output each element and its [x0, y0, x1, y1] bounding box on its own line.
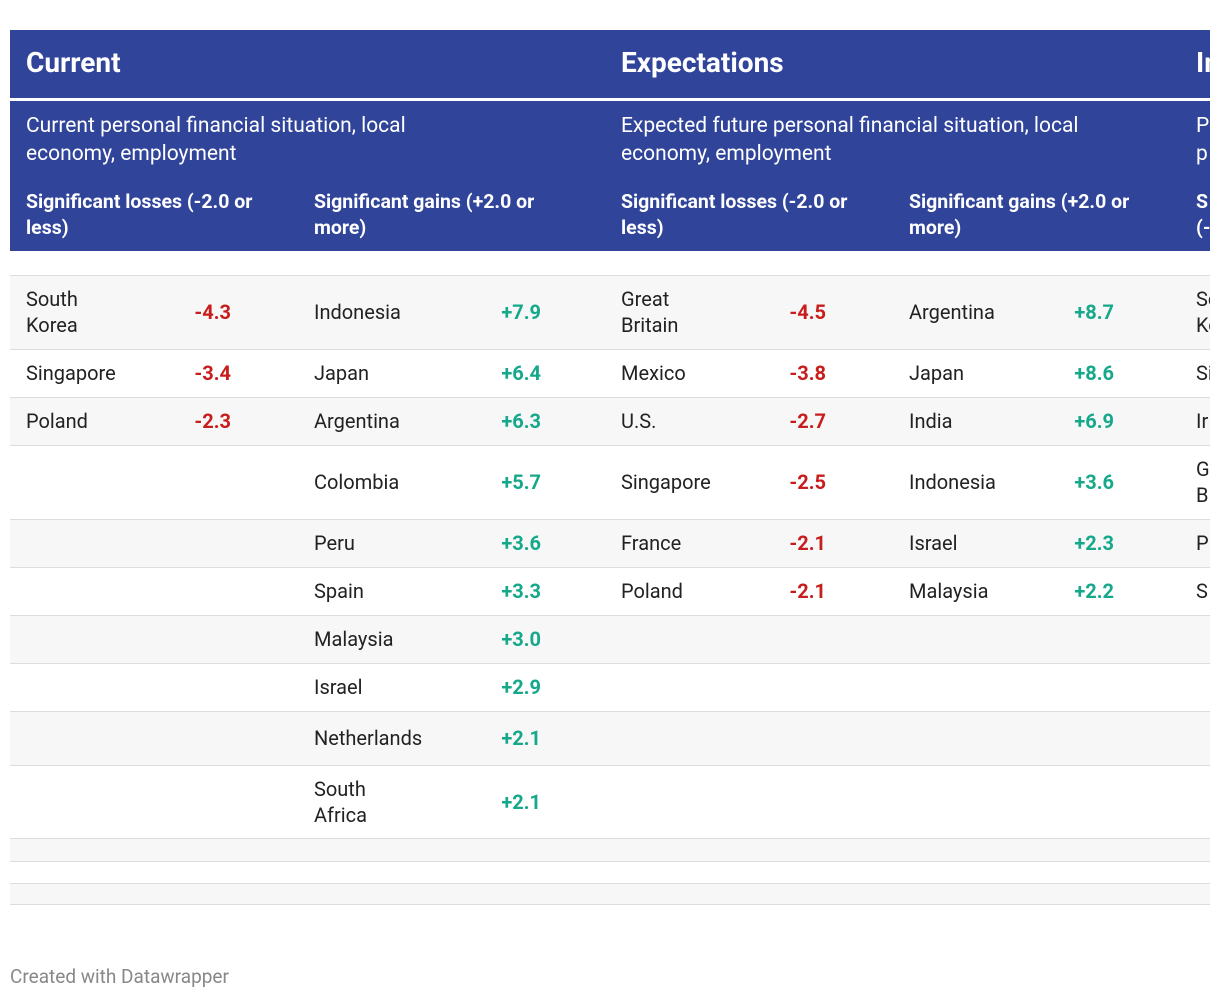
- country: Si: [1196, 361, 1210, 385]
- country: Israel: [909, 531, 958, 555]
- group-title: In: [1196, 46, 1210, 79]
- country: Poland: [26, 409, 88, 433]
- title-band: [10, 30, 1210, 98]
- value: -2.3: [194, 409, 231, 433]
- value: +3.0: [501, 627, 541, 651]
- table-row: [10, 445, 1210, 519]
- column-header: S (-: [1196, 190, 1210, 239]
- country: So Ko: [1196, 287, 1210, 337]
- value: +6.3: [501, 409, 541, 433]
- value: -2.7: [789, 409, 826, 433]
- group-description: Current personal financial situation, lo…: [26, 114, 406, 166]
- group-description: P p: [1196, 114, 1210, 166]
- value: +2.3: [1074, 531, 1114, 555]
- country: Malaysia: [314, 627, 394, 651]
- country: South Africa: [314, 776, 367, 827]
- country: Israel: [314, 675, 363, 699]
- country: France: [621, 531, 682, 555]
- value: +5.7: [501, 470, 541, 494]
- column-header: Significant gains (+2.0 or more): [314, 190, 535, 239]
- value: +6.9: [1074, 409, 1114, 433]
- country: South Korea: [26, 287, 78, 337]
- country: Spain: [314, 579, 364, 603]
- value: +3.3: [501, 579, 541, 603]
- country: Japan: [314, 361, 370, 385]
- country: Ir: [1196, 409, 1209, 433]
- group-description: Expected future personal financial situa…: [621, 114, 1079, 166]
- country: G B: [1196, 457, 1210, 507]
- value: -4.3: [194, 300, 231, 324]
- country: Argentina: [909, 300, 995, 324]
- country: India: [909, 409, 953, 433]
- footer: Created with Datawrapper: [10, 965, 229, 988]
- table-row: [10, 883, 1210, 905]
- table-row: [10, 861, 1210, 883]
- value: -4.5: [789, 300, 826, 324]
- country: U.S.: [621, 409, 657, 433]
- country: Japan: [909, 361, 965, 385]
- table-row: [10, 838, 1210, 861]
- value: +3.6: [501, 531, 541, 555]
- table-row: [10, 567, 1210, 615]
- value: -2.1: [789, 579, 826, 603]
- country: Poland: [621, 579, 683, 603]
- value: +8.7: [1074, 300, 1114, 324]
- country: Malaysia: [909, 579, 989, 603]
- table-row: [10, 349, 1210, 397]
- value: +2.2: [1074, 579, 1114, 603]
- table-row: [10, 615, 1210, 663]
- value: -3.4: [194, 361, 231, 385]
- country: Netherlands: [314, 726, 423, 750]
- table-row: [10, 275, 1210, 349]
- value: -3.8: [789, 361, 826, 385]
- value: +3.6: [1074, 470, 1114, 494]
- column-header: Significant gains (+2.0 or more): [909, 190, 1130, 239]
- group-title: Current: [26, 46, 121, 79]
- table: Current Current personal financial situat…: [10, 0, 1210, 1002]
- group-title: Expectations: [621, 46, 784, 79]
- value: -2.5: [789, 470, 826, 494]
- country: Indonesia: [909, 470, 996, 494]
- value: +2.1: [501, 726, 541, 750]
- country: Singapore: [26, 361, 116, 385]
- country: Indonesia: [314, 300, 401, 324]
- country: Great Britain: [621, 287, 679, 337]
- table-row: [10, 397, 1210, 445]
- country: Singapore: [621, 470, 711, 494]
- column-header: Significant losses (-2.0 or less): [621, 190, 848, 239]
- country: Argentina: [314, 409, 400, 433]
- country: Peru: [314, 531, 355, 555]
- header-band: [10, 101, 1210, 251]
- table-row: [10, 663, 1210, 711]
- country: Colombia: [314, 470, 400, 494]
- value: -2.1: [789, 531, 826, 555]
- country: S: [1196, 579, 1208, 603]
- value: +8.6: [1074, 361, 1114, 385]
- country: Mexico: [621, 361, 686, 385]
- table-row: [10, 711, 1210, 765]
- value: +2.1: [501, 789, 541, 814]
- value: +2.9: [501, 675, 541, 699]
- country: P: [1196, 531, 1209, 555]
- value: +6.4: [501, 361, 541, 385]
- value: +7.9: [501, 300, 541, 324]
- table-row: [10, 765, 1210, 838]
- table-row: [10, 519, 1210, 567]
- column-header: Significant losses (-2.0 or less): [26, 190, 253, 239]
